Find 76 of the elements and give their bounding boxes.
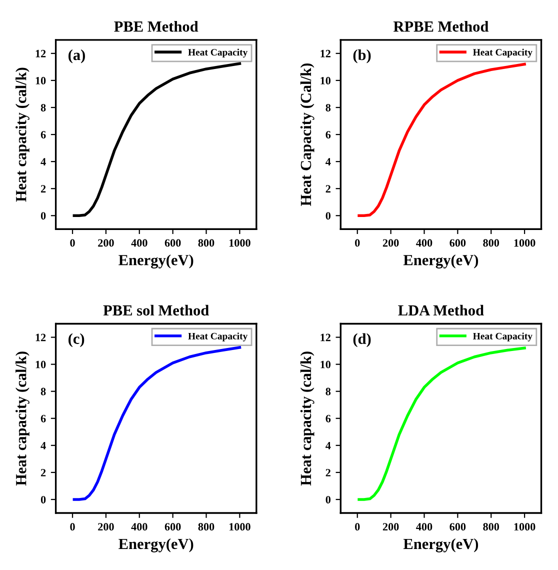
- x-tick-label: 1000: [229, 239, 250, 247]
- chart-title: PBE Method: [114, 20, 198, 32]
- x-tick-label: 400: [416, 523, 432, 531]
- x-axis-title: Energy(eV): [118, 254, 194, 268]
- y-tick-label: 2: [326, 468, 330, 476]
- x-tick-label: 800: [483, 239, 500, 247]
- x-tick-label: 400: [131, 523, 148, 531]
- y-tick-label: 6: [40, 414, 46, 422]
- y-tick-label: 12: [36, 50, 46, 58]
- x-tick-label: 800: [483, 523, 500, 531]
- x-axis-title: Energy(eV): [403, 538, 478, 552]
- y-axis-title: Heat capacity (cal/k): [16, 352, 30, 486]
- y-tick-label: 6: [326, 414, 331, 422]
- x-tick-label: 200: [98, 239, 114, 247]
- x-tick-label: 0: [355, 523, 360, 531]
- y-tick-label: 0: [40, 496, 46, 504]
- x-tick-label: 0: [70, 239, 75, 247]
- line-series: [358, 346, 526, 501]
- legend-label: Heat Capacity: [188, 48, 248, 58]
- y-axis-title: Heat capacity (cal/k): [16, 68, 30, 202]
- x-tick-label: 800: [198, 239, 214, 247]
- x-tick-label: 200: [382, 523, 399, 531]
- x-tick-label: 200: [382, 239, 399, 247]
- x-tick-label: 1000: [229, 523, 250, 531]
- x-tick-label: 200: [98, 523, 114, 531]
- x-tick-label: 400: [416, 239, 432, 247]
- x-tick-label: 600: [450, 239, 466, 247]
- y-tick-label: 12: [36, 334, 46, 342]
- line-series: [358, 62, 526, 218]
- y-tick-label: 6: [326, 131, 331, 138]
- y-tick-label: 12: [320, 50, 330, 58]
- y-tick-label: 2: [40, 185, 46, 192]
- x-tick-label: 600: [164, 239, 181, 247]
- y-axis-title: Heat capacity (cal/k): [300, 352, 314, 486]
- legend-label: Heat Capacity: [473, 332, 532, 342]
- x-axis-title: Energy(eV): [118, 538, 194, 552]
- x-tick-label: 800: [198, 523, 214, 531]
- y-tick-label: 10: [320, 360, 331, 368]
- y-tick-label: 12: [320, 334, 330, 342]
- y-tick-label: 10: [36, 76, 46, 84]
- annotation: (c): [68, 333, 84, 348]
- annotation: (d): [353, 333, 371, 348]
- legend-label: Heat Capacity: [473, 48, 532, 58]
- y-tick-label: 4: [40, 158, 46, 166]
- x-axis-title: Energy(eV): [403, 254, 478, 268]
- annotation: (b): [353, 49, 371, 64]
- chart-title: LDA Method: [398, 304, 484, 316]
- y-tick-label: 10: [320, 76, 331, 84]
- chart-title: PBE sol Method: [103, 304, 209, 316]
- x-tick-label: 400: [131, 239, 148, 247]
- y-tick-label: 8: [326, 104, 331, 112]
- y-tick-label: 2: [40, 468, 46, 476]
- y-tick-label: 4: [326, 158, 331, 166]
- x-tick-label: 0: [355, 239, 360, 247]
- y-tick-label: 8: [40, 104, 46, 112]
- x-tick-label: 1000: [514, 523, 536, 531]
- y-tick-label: 0: [326, 212, 331, 220]
- y-tick-label: 4: [40, 442, 46, 450]
- y-tick-label: 4: [326, 442, 331, 450]
- y-axis-title: Heat Capacity (Cal/k): [300, 63, 314, 206]
- x-tick-label: 1000: [514, 239, 536, 247]
- y-tick-label: 0: [40, 212, 46, 220]
- y-tick-label: 0: [326, 496, 331, 504]
- y-tick-label: 6: [40, 131, 46, 138]
- y-tick-label: 8: [326, 388, 331, 396]
- chart-title: RPBE Method: [393, 20, 489, 32]
- y-tick-label: 8: [40, 388, 46, 396]
- legend-label: Heat Capacity: [188, 332, 248, 342]
- line-series: [72, 346, 242, 501]
- y-tick-label: 2: [326, 185, 330, 192]
- x-tick-label: 600: [450, 523, 466, 531]
- x-tick-label: 600: [164, 523, 181, 531]
- y-tick-label: 10: [36, 360, 46, 368]
- x-tick-label: 0: [70, 523, 75, 531]
- annotation: (a): [68, 49, 85, 64]
- line-series: [72, 62, 242, 218]
